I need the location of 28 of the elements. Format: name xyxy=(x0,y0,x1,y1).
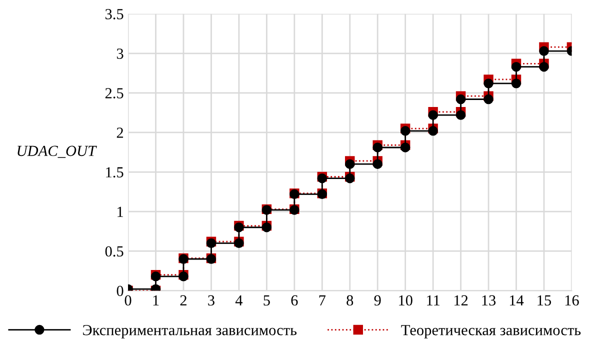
x-tick-label: 7 xyxy=(319,295,326,306)
y-tick-label: 1.5 xyxy=(106,167,124,178)
x-tick-label: 12 xyxy=(454,295,468,306)
y-tick-label: 0 xyxy=(116,286,124,296)
x-tick-label: 5 xyxy=(264,295,270,306)
x-tick-label: 13 xyxy=(482,295,496,306)
y-tick-label: 1 xyxy=(118,206,123,217)
x-tick-label: 6 xyxy=(291,295,298,306)
y-tick-label: 3.5 xyxy=(105,9,124,20)
legend-label: Экспериментальная зависимость xyxy=(83,324,297,338)
x-tick-label: 3 xyxy=(208,295,214,306)
x-tick-label: 0 xyxy=(124,295,132,306)
y-tick-label: 2 xyxy=(116,128,124,138)
x-tick-label: 9 xyxy=(374,295,381,306)
x-tick-label: 14 xyxy=(510,295,524,306)
x-tick-label: 15 xyxy=(538,295,552,306)
x-tick-label: 11 xyxy=(427,295,440,306)
x-tick-label: 2 xyxy=(180,295,186,306)
x-tick-label: 8 xyxy=(346,295,354,306)
x-tick-label: 16 xyxy=(565,295,579,306)
x-tick-label: 10 xyxy=(399,295,412,306)
x-tick-label: 4 xyxy=(235,295,243,306)
y-tick-label: 2.5 xyxy=(105,88,124,98)
y-tick-label: 0.5 xyxy=(105,246,124,257)
legend-label: Теоретическая зависимость xyxy=(401,325,581,338)
x-tick-label: 1 xyxy=(153,295,159,306)
y-axis-title: UDAC_OUT xyxy=(18,146,97,158)
y-tick-label: 3 xyxy=(116,48,124,59)
